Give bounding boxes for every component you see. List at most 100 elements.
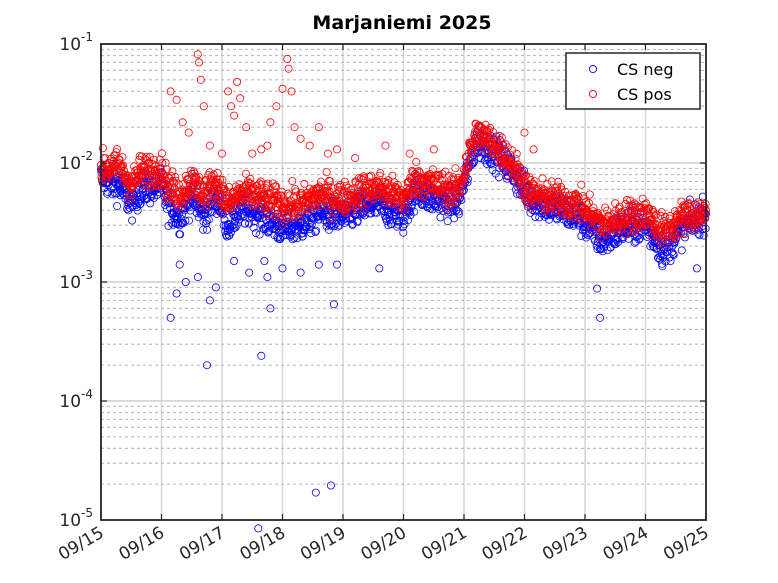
data-point <box>366 171 375 180</box>
data-point <box>435 174 444 183</box>
data-point <box>300 218 309 227</box>
outlier-point <box>263 273 272 282</box>
data-point <box>266 210 275 219</box>
data-point <box>149 160 158 169</box>
outlier-point <box>260 256 269 265</box>
data-point <box>226 223 235 232</box>
data-point <box>274 212 283 221</box>
data-point <box>99 144 108 153</box>
data-point <box>696 199 705 208</box>
data-point <box>136 199 145 208</box>
data-point <box>289 193 298 202</box>
data-point <box>163 182 172 191</box>
outlier-point <box>314 260 323 269</box>
data-point <box>586 225 595 234</box>
data-point <box>454 192 463 201</box>
data-point <box>261 209 270 218</box>
data-point <box>454 209 463 218</box>
data-point <box>644 205 653 214</box>
outlier-point <box>351 154 360 163</box>
data-point <box>622 209 631 218</box>
data-point <box>335 194 344 203</box>
y-axis: 10-1 10-2 10-3 10-4 10-5 <box>59 30 706 531</box>
outlier-point <box>245 268 254 277</box>
data-point <box>661 257 670 266</box>
outlier-point <box>323 149 332 158</box>
data-point <box>476 154 485 163</box>
data-point <box>632 225 641 234</box>
data-point <box>164 183 173 192</box>
data-point <box>652 210 661 219</box>
data-point <box>666 256 675 265</box>
legend-label: CS pos <box>617 85 672 104</box>
data-point <box>288 177 297 186</box>
legend: CS neg CS pos <box>565 52 701 110</box>
data-point <box>161 158 170 167</box>
data-point <box>468 145 477 154</box>
data-point <box>306 229 315 238</box>
data-point <box>660 245 669 254</box>
plot-area <box>97 50 711 533</box>
outlier-point <box>332 260 341 269</box>
data-point <box>207 208 216 217</box>
data-point <box>626 196 635 205</box>
data-point <box>217 183 226 192</box>
outlier-point <box>332 145 341 154</box>
data-point <box>668 248 677 257</box>
data-point <box>410 170 419 179</box>
data-point <box>535 213 544 222</box>
data-point <box>503 143 512 152</box>
data-point <box>431 185 440 194</box>
data-point <box>583 231 592 240</box>
data-point <box>454 207 463 216</box>
y-tick-label: 10-2 <box>59 149 93 174</box>
data-point <box>145 152 154 161</box>
data-point <box>680 230 689 239</box>
data-point <box>316 202 325 211</box>
data-point <box>585 198 594 207</box>
outlier-point <box>227 102 236 111</box>
data-point <box>296 214 305 223</box>
data-point <box>201 198 210 207</box>
data-point <box>613 234 622 243</box>
data-point <box>421 186 430 195</box>
chart-title: Marjaniemi 2025 <box>312 12 491 34</box>
data-point <box>202 203 211 212</box>
data-point <box>431 202 440 211</box>
data-point <box>463 163 472 172</box>
data-point <box>330 191 339 200</box>
data-point <box>417 191 426 200</box>
data-point <box>340 177 349 186</box>
data-point <box>342 187 351 196</box>
data-point <box>329 222 338 231</box>
data-point <box>511 154 520 163</box>
data-point <box>448 198 457 207</box>
data-point <box>382 180 391 189</box>
data-point <box>489 128 498 137</box>
data-point <box>166 185 175 194</box>
data-point <box>467 146 476 155</box>
data-point <box>410 207 419 216</box>
data-point <box>677 246 686 255</box>
data-point <box>290 211 299 220</box>
data-point <box>635 235 644 244</box>
legend-label: CS neg <box>617 60 674 79</box>
outlier-point <box>429 145 438 154</box>
data-point <box>569 221 578 230</box>
y-tick-label: 10-3 <box>59 268 93 293</box>
data-point <box>526 204 535 213</box>
data-point <box>443 217 452 226</box>
outlier-point <box>266 304 275 313</box>
data-point <box>300 179 309 188</box>
y-tick-label: 10-4 <box>59 387 93 412</box>
data-point <box>158 159 167 168</box>
data-point <box>293 234 302 243</box>
data-point <box>407 176 416 185</box>
data-point <box>365 172 374 181</box>
data-point <box>486 137 495 146</box>
data-point <box>680 219 689 228</box>
data-point <box>404 216 413 225</box>
data-point <box>664 237 673 246</box>
data-point <box>172 212 181 221</box>
